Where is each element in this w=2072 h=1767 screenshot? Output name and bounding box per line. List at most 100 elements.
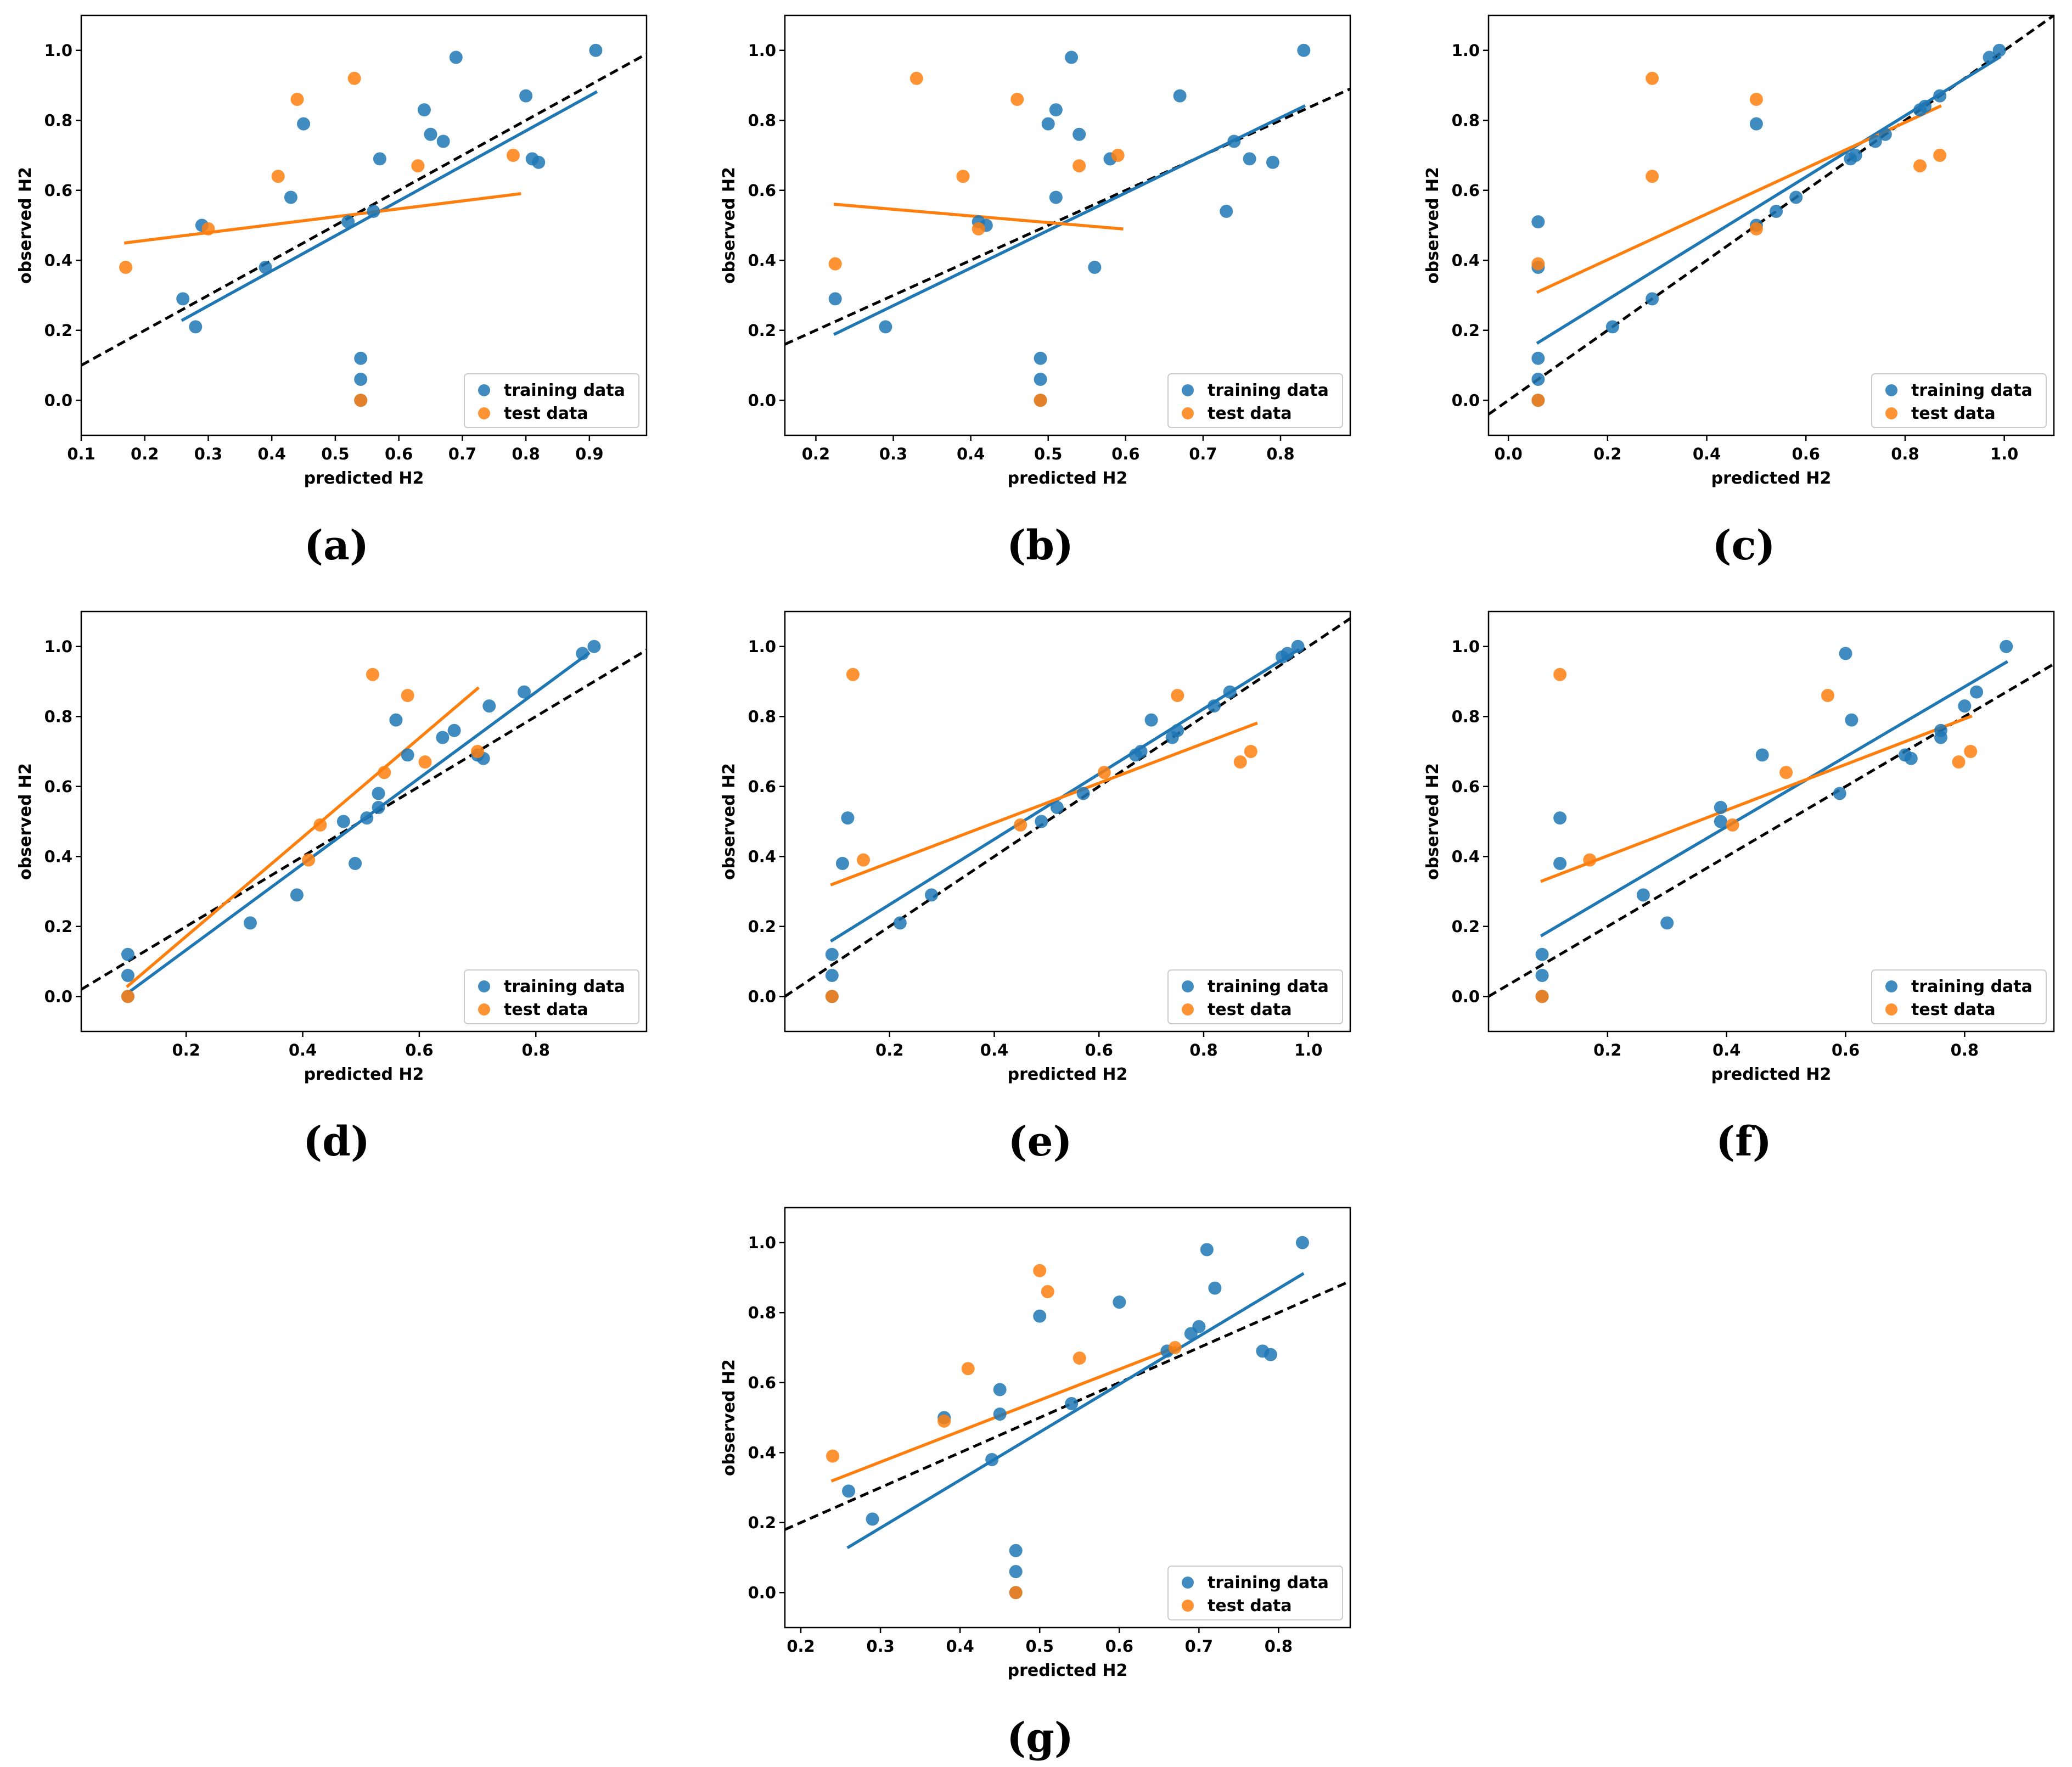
y-tick-label: 0.6 xyxy=(748,1373,776,1392)
training-fit-line xyxy=(846,1272,1305,1550)
training-point xyxy=(189,320,203,334)
test-fit-line xyxy=(830,721,1258,887)
x-tick-label: 0.4 xyxy=(957,445,985,463)
y-axis-label: observed H2 xyxy=(16,763,35,880)
y-tick-label: 0.4 xyxy=(748,251,776,270)
training-point xyxy=(121,969,134,982)
legend-training-marker xyxy=(478,980,490,992)
y-tick-label: 0.6 xyxy=(1452,181,1480,200)
training-point xyxy=(1992,43,2006,57)
training-point xyxy=(1266,155,1279,169)
test-point xyxy=(119,261,133,274)
test-point xyxy=(857,853,871,867)
test-point xyxy=(1913,159,1927,173)
y-tick-label: 1.0 xyxy=(1452,41,1480,60)
x-axis-label: predicted H2 xyxy=(1008,469,1128,488)
x-tick-label: 0.6 xyxy=(405,1041,433,1059)
test-point xyxy=(418,755,432,769)
y-tick-label: 1.0 xyxy=(748,637,776,656)
training-point xyxy=(1553,811,1567,825)
training-point xyxy=(259,261,272,274)
training-point xyxy=(879,320,892,334)
chart-panel-g: 0.2 0.3 0.4 0.5 0.6 0.7 0.8 0.0 0.2 0.4 0.6 0.8 1.0 p… xyxy=(720,1207,1351,1762)
training-point xyxy=(828,292,842,306)
x-tick-label: 0.4 xyxy=(258,445,286,463)
legend: training data test data xyxy=(1871,969,2047,1024)
x-tick-label: 0.3 xyxy=(866,1637,894,1656)
training-point xyxy=(842,1484,856,1498)
training-point xyxy=(1034,351,1047,365)
x-tick-label: 0.8 xyxy=(512,445,540,463)
y-tick-label: 1.0 xyxy=(44,41,72,60)
training-point xyxy=(424,127,437,141)
training-point xyxy=(1714,801,1727,814)
legend-box xyxy=(464,373,639,428)
legend-test-label: test data xyxy=(1911,404,1996,423)
training-point xyxy=(372,787,385,800)
test-point xyxy=(1535,990,1549,1003)
training-point xyxy=(1958,699,1972,713)
training-point xyxy=(1297,43,1311,57)
training-point xyxy=(532,155,546,169)
identity-line xyxy=(785,87,1350,346)
training-point xyxy=(1134,745,1148,758)
training-point xyxy=(576,647,589,660)
panel-caption: (f) xyxy=(1716,1118,1772,1165)
test-point xyxy=(1952,755,1966,769)
x-tick-label: 0.6 xyxy=(1105,1637,1133,1656)
training-point xyxy=(518,685,531,699)
panel-caption: (b) xyxy=(1007,522,1074,569)
x-tick-label: 0.6 xyxy=(1111,445,1139,463)
test-point xyxy=(366,667,379,681)
identity-line xyxy=(1489,663,2054,998)
training-point xyxy=(1553,857,1567,870)
x-tick-label: 0.2 xyxy=(875,1041,903,1059)
training-point xyxy=(1035,815,1048,828)
training-point xyxy=(1833,787,1846,800)
training-point xyxy=(1849,149,1862,162)
training-point xyxy=(519,89,533,103)
legend-test-marker xyxy=(1182,1003,1194,1016)
y-tick-label: 0.2 xyxy=(1452,321,1480,340)
y-tick-label: 0.2 xyxy=(1452,917,1480,936)
test-point xyxy=(290,93,304,106)
training-point xyxy=(1749,117,1763,131)
x-tick-label: 0.4 xyxy=(289,1041,317,1059)
x-tick-label: 0.4 xyxy=(980,1041,1008,1059)
x-tick-label: 0.6 xyxy=(1792,445,1820,463)
x-tick-label: 0.2 xyxy=(787,1637,815,1656)
test-point xyxy=(1964,745,1978,758)
y-tick-label: 0.0 xyxy=(748,987,776,1006)
legend-test-label: test data xyxy=(504,1000,588,1019)
training-point xyxy=(1636,888,1650,902)
training-point xyxy=(1065,1397,1079,1410)
y-tick-label: 0.4 xyxy=(1452,251,1480,270)
y-tick-label: 0.4 xyxy=(44,847,72,866)
x-tick-label: 0.4 xyxy=(1712,1041,1740,1059)
x-tick-label: 0.5 xyxy=(1026,1637,1054,1656)
training-point xyxy=(1755,748,1769,762)
training-point xyxy=(1227,134,1241,148)
test-point xyxy=(1111,149,1125,162)
y-tick-label: 0.6 xyxy=(44,777,72,796)
training-point xyxy=(176,292,190,306)
test-fit-line xyxy=(1540,714,1973,883)
training-point xyxy=(297,117,311,131)
legend-test-label: test data xyxy=(504,404,588,423)
x-tick-label: 0.3 xyxy=(879,445,907,463)
test-point xyxy=(1171,689,1184,702)
training-point xyxy=(993,1383,1007,1396)
x-tick-label: 0.8 xyxy=(1265,1637,1293,1656)
x-tick-label: 0.7 xyxy=(1185,1637,1213,1656)
chart-panel-b: 0.2 0.3 0.4 0.5 0.6 0.7 0.8 0.0 0.2 0.4 0.6 0.8 1.0 p… xyxy=(720,14,1351,569)
training-point xyxy=(985,1453,999,1466)
training-point xyxy=(1220,205,1233,218)
legend-box xyxy=(1167,969,1343,1024)
x-tick-label: 0.8 xyxy=(1189,1041,1217,1059)
test-point xyxy=(1821,689,1834,702)
panel-caption: (a) xyxy=(304,522,369,569)
test-point xyxy=(1014,818,1027,832)
training-point xyxy=(1243,152,1256,166)
test-point xyxy=(354,394,368,407)
